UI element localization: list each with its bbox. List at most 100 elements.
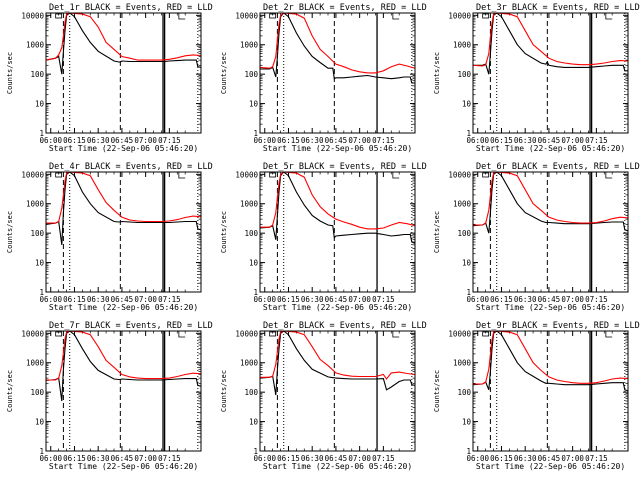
series-events-line [46,331,201,402]
x-tick-label: 07:00 [134,454,157,463]
x-tick-label: 07:15 [585,136,608,145]
series-events-line [473,13,628,75]
y-axis-label: Counts/sec [220,370,228,412]
y-tick-label: 100 [244,70,258,79]
y-tick-label: 1 [466,447,471,456]
chart-title: Det_6r BLACK = Events, RED = LLD [476,162,640,172]
x-tick-label: 06:45 [111,136,134,145]
y-axis-label: Counts/sec [220,52,228,94]
y-tick-label: 100 [30,388,44,397]
y-tick-label: 10000 [448,170,471,179]
y-tick-label: 100 [244,388,258,397]
x-tick-label: 06:30 [514,136,537,145]
series-lld-line [46,331,201,381]
y-tick-label: 1000 [240,359,259,368]
chart-title: Det_1r BLACK = Events, RED = LLD [49,3,213,13]
x-tick-label: 06:15 [63,295,86,304]
plot-frame [472,12,629,134]
y-tick-label: 10000 [448,329,471,338]
x-tick-label: 06:15 [277,136,300,145]
x-axis-label: Start Time (22-Sep-06 05:46:20) [49,462,198,471]
top-marker-bracket [178,172,186,179]
y-tick-label: 10000 [235,329,258,338]
y-tick-label: 1000 [453,200,472,209]
top-marker-box [269,13,277,19]
y-axis-label: Counts/sec [6,52,14,94]
y-tick-label: 100 [244,229,258,238]
y-tick-label: 1000 [453,41,472,50]
chart-title: Det_2r BLACK = Events, RED = LLD [263,3,427,13]
x-tick-label: 06:30 [87,136,110,145]
y-tick-label: 10 [35,259,45,268]
top-marker-box [55,331,63,337]
top-marker-bracket [178,331,186,338]
x-tick-label: 06:30 [87,295,110,304]
x-tick-label: 06:30 [301,295,324,304]
plot-frame [259,171,416,293]
x-tick-label: 07:00 [134,136,157,145]
series-events-line [473,331,628,392]
panel-8: Det_8r BLACK = Events, RED = LLD Counts/s… [220,321,427,471]
y-tick-label: 1000 [240,200,259,209]
x-tick-label: 06:15 [490,136,513,145]
x-tick-label: 06:30 [301,454,324,463]
series-lld-line [46,172,201,224]
y-axis-label: Counts/sec [433,370,441,412]
x-tick-label: 06:30 [301,136,324,145]
panel-2: Det_2r BLACK = Events, RED = LLD Counts/s… [220,3,427,153]
top-marker-bracket [392,172,400,179]
x-tick-label: 06:00 [466,295,489,304]
y-tick-label: 10 [462,418,472,427]
y-tick-label: 1 [253,447,258,456]
y-tick-label: 1000 [240,41,259,50]
y-tick-label: 100 [457,70,471,79]
y-tick-label: 10 [35,100,45,109]
x-axis-label: Start Time (22-Sep-06 05:46:20) [476,144,625,153]
plot-frame [45,12,202,134]
x-tick-label: 06:45 [325,454,348,463]
chart-title: Det_3r BLACK = Events, RED = LLD [476,3,640,13]
chart-title: Det_4r BLACK = Events, RED = LLD [49,162,213,172]
x-tick-label: 06:15 [277,454,300,463]
panel-9: Det_9r BLACK = Events, RED = LLD Counts/s… [433,321,640,471]
y-tick-label: 1 [253,288,258,297]
x-tick-label: 06:00 [253,454,276,463]
x-tick-label: 06:45 [111,295,134,304]
panel-7: Det_7r BLACK = Events, RED = LLD Counts/s… [6,321,213,471]
x-tick-label: 06:45 [111,454,134,463]
x-tick-label: 07:15 [158,454,181,463]
series-events-line [260,331,415,396]
x-tick-label: 07:00 [561,136,584,145]
x-tick-label: 06:15 [277,295,300,304]
panel-5: Det_5r BLACK = Events, RED = LLD Counts/s… [220,162,427,312]
y-axis-label: Counts/sec [6,211,14,253]
y-tick-label: 1000 [26,359,45,368]
x-tick-label: 06:30 [87,454,110,463]
top-marker-box [482,172,490,178]
y-tick-label: 10000 [235,11,258,20]
x-tick-label: 06:00 [39,454,62,463]
x-axis-label: Start Time (22-Sep-06 05:46:20) [263,303,412,312]
x-tick-label: 07:00 [348,295,371,304]
y-tick-label: 10000 [21,11,44,20]
x-tick-label: 07:15 [158,295,181,304]
x-tick-label: 07:00 [348,454,371,463]
x-tick-label: 07:00 [348,136,371,145]
x-tick-label: 06:15 [490,454,513,463]
top-marker-bracket [605,13,613,20]
x-tick-label: 06:45 [538,454,561,463]
x-axis-label: Start Time (22-Sep-06 05:46:20) [49,303,198,312]
series-events-line [260,172,415,244]
y-tick-label: 1 [466,288,471,297]
series-lld-line [260,172,415,230]
x-tick-label: 06:15 [63,136,86,145]
x-axis-label: Start Time (22-Sep-06 05:46:20) [49,144,198,153]
series-events-line [46,172,201,245]
panel-6: Det_6r BLACK = Events, RED = LLD Counts/s… [433,162,640,312]
series-lld-line [473,331,628,385]
panel-4: Det_4r BLACK = Events, RED = LLD Counts/s… [6,162,213,312]
x-tick-label: 06:45 [538,295,561,304]
top-marker-box [482,331,490,337]
panel-3: Det_3r BLACK = Events, RED = LLD Counts/s… [433,3,640,153]
